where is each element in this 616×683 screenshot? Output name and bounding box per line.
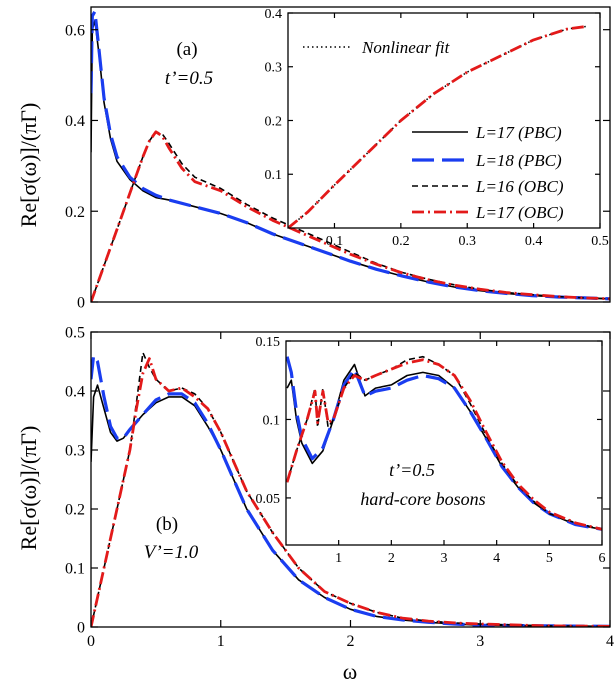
inset-b-xtick-label: 1 bbox=[335, 551, 342, 566]
inset-a-xtick-label: 0.3 bbox=[458, 234, 476, 249]
panel-b-annotation-param: V’=1.0 bbox=[144, 542, 199, 563]
inset-a-xtick-label: 0.2 bbox=[392, 234, 410, 249]
inset-a-ytick-label: 0.1 bbox=[265, 168, 283, 183]
inset-b-xtick-label: 5 bbox=[546, 551, 553, 566]
panel-b-y-axis-label: Re[σ(ω)]/(πΓ) bbox=[16, 426, 41, 551]
panel-b-ytick-label: 0.5 bbox=[65, 325, 85, 342]
inset-a-series-l-17-obc bbox=[288, 25, 587, 228]
inset-a-ytick-label: 0.2 bbox=[265, 114, 283, 129]
panel-a-plot: 0 0.2 0.4 0.6 bbox=[65, 6, 611, 312]
panel-b-xtick-label: 1 bbox=[217, 633, 225, 650]
inset-b-series-group bbox=[286, 355, 602, 531]
panel-b-ytick-label: 0 bbox=[77, 620, 85, 637]
inset-a-ytick-label: 0.4 bbox=[265, 7, 283, 22]
inset-b-ytick-label: 0.1 bbox=[263, 413, 281, 428]
panel-a-annotation-param: t’=0.5 bbox=[165, 68, 213, 89]
inset-a-background bbox=[288, 13, 600, 228]
panel-b-ytick-label: 0.3 bbox=[65, 443, 85, 460]
inset-b-xtick-label: 3 bbox=[441, 551, 448, 566]
panel-b-xtick-label: 2 bbox=[347, 633, 355, 650]
inset-fit-legend-label: Nonlinear fit bbox=[361, 38, 451, 57]
panel-b-annotation-label: (b) bbox=[156, 514, 178, 535]
inset-a-xtick-label: 0.1 bbox=[326, 234, 344, 249]
inset-b-xtick-label: 6 bbox=[599, 551, 606, 566]
panel-b-xtick-label: 4 bbox=[606, 633, 614, 650]
inset-b-ytick-label: 0.15 bbox=[256, 335, 281, 350]
inset-b-annotation-text: hard-core bosons bbox=[360, 489, 485, 509]
panel-a-annotation-label: (a) bbox=[176, 39, 197, 60]
panel-b-series-group bbox=[91, 351, 610, 627]
legend-label-l16-obc: L=16 (OBC) bbox=[475, 177, 564, 196]
panel-b-ytick-label: 0.2 bbox=[65, 502, 85, 519]
inset-b-series-l-18-pbc bbox=[286, 356, 602, 531]
panel-b-series-l-17-obc bbox=[91, 357, 610, 627]
panel-a: Re[σ(ω)]/(πΓ) (a) t’=0.5 bbox=[16, 39, 213, 227]
panel-b-ytick-label: 0.4 bbox=[65, 384, 85, 401]
inset-b-xtick-label: 4 bbox=[493, 551, 500, 566]
panel-a-ytick-label: 0.4 bbox=[65, 113, 85, 130]
panel-a-ytick-label: 0 bbox=[77, 295, 85, 312]
inset-a-series-group bbox=[288, 25, 587, 228]
inset-a-xtick-label: 0.4 bbox=[525, 234, 543, 249]
inset-b-plot: 1 2 3 4 5 6 0.05 0.1 0.15 bbox=[256, 335, 606, 566]
legend: L=17 (PBC) L=18 (PBC) L=16 (OBC) L=17 (O… bbox=[412, 123, 564, 222]
legend-label-l18-pbc: L=18 (PBC) bbox=[475, 151, 562, 170]
inset-b-ytick-label: 0.05 bbox=[256, 492, 281, 507]
panel-a-ytick-label: 0.6 bbox=[65, 22, 85, 39]
x-axis-label: ω bbox=[343, 659, 357, 683]
inset-b-annotation-param: t’=0.5 bbox=[389, 460, 435, 480]
panel-b-xtick-label: 0 bbox=[87, 633, 95, 650]
inset-a-plot: 0.1 0.2 0.3 0.4 0.5 0.1 0.2 0.3 0.4 bbox=[265, 7, 609, 249]
panel-a-y-axis-label: Re[σ(ω)]/(πΓ) bbox=[16, 103, 41, 228]
panel-b-plot: 0 1 2 3 4 0 0.1 0.2 0.3 0.4 0.5 bbox=[65, 325, 614, 650]
inset-b-xtick-label: 2 bbox=[388, 551, 395, 566]
panel-b: Re[σ(ω)]/(πΓ) (b) V’=1.0 ω bbox=[16, 426, 357, 683]
panel-b-xtick-label: 3 bbox=[476, 633, 484, 650]
panel-a-series-l-17-obc bbox=[91, 130, 610, 302]
panel-a-frame bbox=[90, 6, 611, 303]
panel-a-series-l-16-obc bbox=[91, 131, 610, 302]
inset-b: t’=0.5 hard-core bosons bbox=[360, 460, 485, 509]
legend-label-l17-obc: L=17 (OBC) bbox=[475, 203, 564, 222]
inset-b-series-l-17-obc bbox=[286, 358, 602, 531]
inset-a-xtick-label: 0.5 bbox=[591, 234, 609, 249]
panel-a-series-group bbox=[91, 9, 610, 302]
panel-b-ytick-label: 0.1 bbox=[65, 561, 85, 578]
panel-a-ytick-label: 0.2 bbox=[65, 204, 85, 221]
legend-label-l17-pbc: L=17 (PBC) bbox=[475, 123, 562, 142]
inset-a-ytick-label: 0.3 bbox=[265, 61, 283, 76]
inset-a: Nonlinear fit bbox=[303, 38, 451, 57]
panel-b-series-l-18-pbc bbox=[91, 354, 610, 627]
